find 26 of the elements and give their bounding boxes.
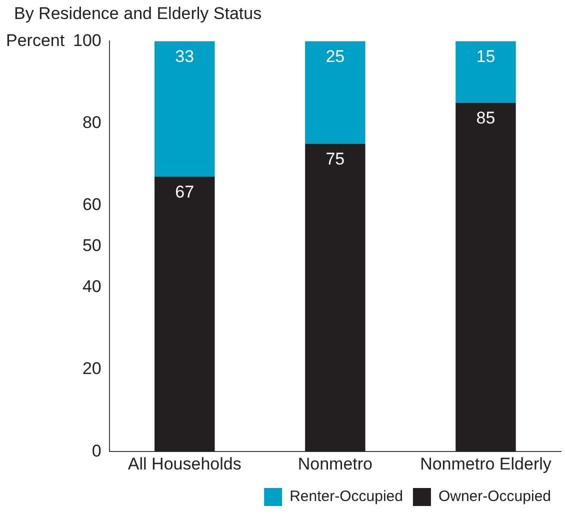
x-tick-label: Nonmetro Elderly <box>420 454 552 474</box>
y-tick-label: 20 <box>82 359 102 378</box>
bar <box>305 144 366 452</box>
bar <box>456 41 516 103</box>
data-label: 33 <box>175 46 194 66</box>
legend-label: Renter-Occupied <box>290 488 403 506</box>
y-tick-label: 50 <box>82 236 102 256</box>
bar <box>154 176 215 452</box>
bar <box>154 41 215 177</box>
y-tick-label: 60 <box>82 195 102 214</box>
x-tick-label: All Households <box>128 454 242 474</box>
data-label: 25 <box>326 46 345 66</box>
bar <box>305 41 366 144</box>
y-tick-label: 100 <box>72 30 102 50</box>
chart-title: By Residence and Elderly Status <box>14 4 262 24</box>
data-label: 85 <box>476 108 496 128</box>
bar <box>456 102 516 452</box>
data-label: 67 <box>175 182 194 202</box>
y-tick-label: 80 <box>82 112 102 132</box>
data-label: 15 <box>476 46 496 66</box>
y-axis-title: Percent <box>6 30 65 50</box>
x-tick-label: Nonmetro <box>298 454 372 474</box>
y-tick-label: 40 <box>82 277 102 296</box>
data-label: 75 <box>326 149 345 168</box>
y-tick-label: 0 <box>92 441 102 460</box>
legend-label: Owner-Occupied <box>438 488 552 506</box>
